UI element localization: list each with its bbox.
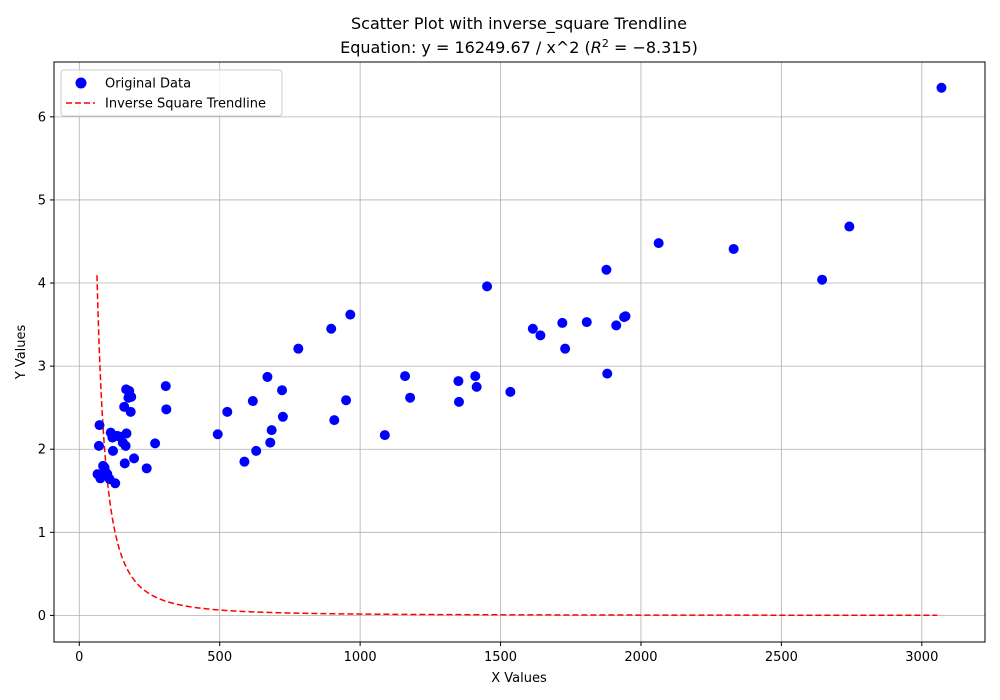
legend-box <box>60 69 283 117</box>
data-point <box>581 317 592 328</box>
data-point <box>239 456 250 467</box>
chart-subtitle-prefix: Equation: y = 16249.67 / x^2 ( <box>340 38 591 57</box>
data-point <box>126 391 137 402</box>
data-point <box>110 478 121 489</box>
chart-subtitle-r2-value: = −8.315) <box>609 38 698 57</box>
data-point <box>620 311 631 322</box>
data-point <box>557 317 568 328</box>
x-tick-label: 1000 <box>344 650 377 665</box>
y-axis-label: Y Values <box>14 325 29 381</box>
data-point <box>121 428 132 439</box>
data-point <box>505 386 516 397</box>
data-point <box>277 411 288 422</box>
legend-label-trendline: Inverse Square Trendline <box>105 97 266 112</box>
x-tick-label: 500 <box>207 650 232 665</box>
data-point <box>535 330 546 341</box>
y-tick-label: 0 <box>38 609 46 624</box>
legend: Original Data Inverse Square Trendline <box>60 69 283 117</box>
data-point <box>222 406 233 417</box>
y-tick-label: 4 <box>38 277 46 292</box>
data-point <box>379 430 390 441</box>
data-point <box>611 320 622 331</box>
data-point <box>107 445 118 456</box>
chart-title: Scatter Plot with inverse_square Trendli… <box>351 14 687 34</box>
data-point <box>936 82 947 93</box>
data-point <box>150 438 161 449</box>
data-point <box>94 420 105 431</box>
data-point <box>560 343 571 354</box>
data-point <box>119 458 130 469</box>
data-point <box>405 392 416 403</box>
legend-marker-original-data <box>75 77 87 89</box>
chart-subtitle-r2-exp: 2 <box>602 37 609 50</box>
plot-frame <box>53 61 986 643</box>
data-point <box>844 221 855 232</box>
data-point <box>527 323 538 334</box>
data-point <box>728 243 739 254</box>
chart-subtitle-r2-symbol: R <box>591 38 602 57</box>
x-tick-label: 0 <box>75 650 83 665</box>
grid-layer <box>54 62 985 642</box>
data-point <box>653 238 664 249</box>
data-point <box>470 371 481 382</box>
data-point <box>129 453 140 464</box>
x-axis-label: X Values <box>491 671 547 686</box>
data-point <box>471 381 482 392</box>
x-tick-label: 2500 <box>765 650 798 665</box>
data-point <box>93 440 104 451</box>
data-point <box>266 425 277 436</box>
data-point <box>141 463 152 474</box>
data-point <box>601 264 612 275</box>
x-tick-label: 2000 <box>624 650 657 665</box>
data-point <box>120 440 131 451</box>
data-point <box>329 415 340 426</box>
data-point <box>265 437 276 448</box>
data-point <box>293 343 304 354</box>
data-point <box>251 445 262 456</box>
data-point <box>161 404 172 415</box>
points-layer <box>92 82 947 489</box>
data-point <box>125 406 136 417</box>
data-point <box>341 395 352 406</box>
data-point <box>212 429 223 440</box>
data-point <box>453 396 464 407</box>
data-point <box>160 381 171 392</box>
trendline-layer <box>96 275 938 617</box>
data-point <box>345 309 356 320</box>
data-point <box>400 371 411 382</box>
data-point <box>482 281 493 292</box>
data-point <box>817 274 828 285</box>
data-point <box>602 368 613 379</box>
data-point <box>453 376 464 387</box>
data-point <box>247 396 258 407</box>
y-tick-label: 5 <box>38 193 46 208</box>
y-tick-label: 3 <box>38 360 46 375</box>
data-point <box>277 385 288 396</box>
legend-label-original-data: Original Data <box>105 77 191 92</box>
x-tick-label: 1500 <box>484 650 517 665</box>
data-point <box>326 323 337 334</box>
ticks-layer: 0 500 1000 1500 2000 2500 3000 0 1 2 3 4 5 6 <box>38 110 939 665</box>
trendline-path <box>96 275 938 617</box>
y-tick-label: 6 <box>38 110 46 125</box>
data-point <box>262 371 273 382</box>
y-tick-label: 1 <box>38 526 46 541</box>
chart-subtitle: Equation: y = 16249.67 / x^2 (R2 = −8.31… <box>340 37 698 57</box>
y-tick-label: 2 <box>38 443 46 458</box>
x-tick-label: 3000 <box>905 650 938 665</box>
